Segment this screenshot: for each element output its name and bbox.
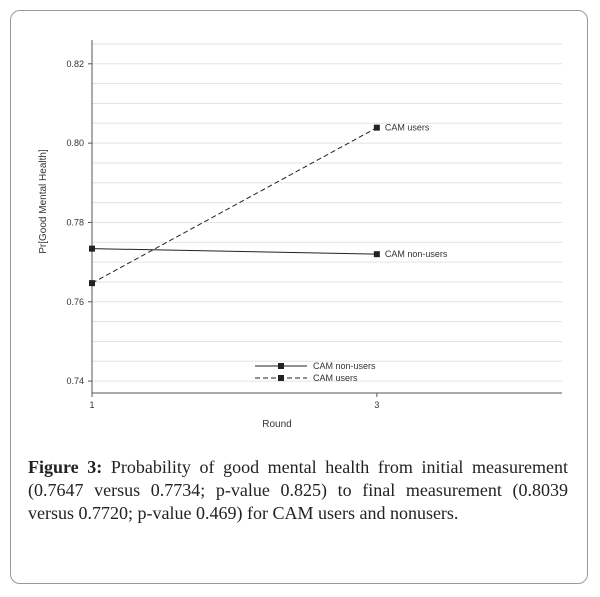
data-point bbox=[89, 280, 95, 287]
series-line bbox=[91, 248, 377, 255]
y-axis-title: Pr[Good Mental Health] bbox=[38, 149, 49, 254]
y-tick-label: 0.74 bbox=[66, 376, 84, 386]
legend-label: CAM users bbox=[313, 373, 358, 383]
caption-label: Figure 3: bbox=[28, 457, 103, 477]
x-axis-title: Round bbox=[262, 419, 291, 430]
data-point bbox=[89, 245, 95, 252]
y-tick-label: 0.82 bbox=[66, 59, 84, 69]
series-end-label: CAM non-users bbox=[385, 249, 448, 259]
series-line bbox=[91, 127, 378, 284]
y-tick-label: 0.80 bbox=[66, 138, 84, 148]
figure-caption: Figure 3: Probability of good mental hea… bbox=[28, 456, 568, 525]
line-chart: 0.74 0.76 0.78 0.80 0.82 1 3 Round Pr[Good Menta… bbox=[38, 40, 562, 430]
data-point bbox=[373, 251, 380, 258]
y-tick-label: 0.78 bbox=[66, 217, 84, 227]
x-tick-label: 1 bbox=[89, 400, 94, 410]
plot-area bbox=[92, 40, 562, 393]
series-end-label: CAM users bbox=[385, 123, 430, 133]
chart: 0.74 0.76 0.78 0.80 0.82 1 3 Round Pr[Good Menta… bbox=[38, 40, 562, 430]
data-point bbox=[373, 124, 380, 131]
legend-marker bbox=[278, 375, 284, 381]
legend-label: CAM non-users bbox=[313, 361, 376, 371]
y-tick-label: 0.76 bbox=[66, 297, 84, 307]
x-tick-label: 3 bbox=[374, 400, 379, 410]
legend-marker bbox=[278, 363, 284, 369]
caption-text: Probability of good mental health from i… bbox=[28, 457, 568, 523]
